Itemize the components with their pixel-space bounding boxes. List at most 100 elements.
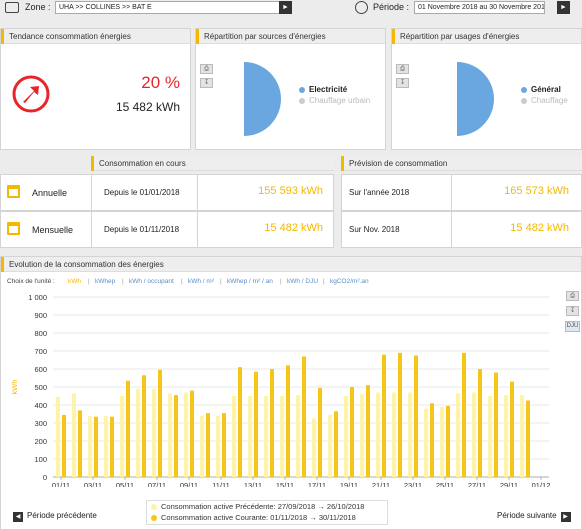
y-tick-label: 500	[34, 383, 47, 392]
bar-previous	[136, 388, 140, 477]
x-tick-label: 25/11	[436, 481, 454, 487]
x-tick-label: 01/11	[52, 481, 70, 487]
current-row-value-annual: 155 593 kWh	[258, 185, 323, 197]
bar-current	[302, 356, 306, 477]
usages-slice-general	[457, 62, 494, 136]
bar-previous	[440, 406, 444, 477]
zone-icon	[5, 2, 19, 13]
calendar-icon	[7, 222, 20, 235]
unit-prompt: Choix de l'unité :	[7, 278, 55, 285]
download-button[interactable]: ↧	[396, 78, 409, 88]
unit-kwhep-m2-an[interactable]: kWhep / m² / an	[227, 278, 273, 285]
download-button[interactable]: ↧	[200, 78, 213, 88]
unit-kwh-m2[interactable]: kWh / m²	[188, 278, 214, 285]
bar-previous	[216, 415, 220, 477]
bar-previous	[200, 415, 204, 477]
x-tick-label: 01/12	[532, 481, 551, 487]
y-tick-label: 900	[34, 311, 47, 320]
y-tick-label: 200	[34, 437, 47, 446]
bar-current	[526, 400, 530, 477]
unit-kwh-occupant[interactable]: kWh / occupant	[129, 278, 174, 285]
x-tick-label: 03/11	[84, 481, 102, 487]
bar-current	[494, 372, 498, 477]
period-label: Période :	[373, 2, 410, 12]
bar-current	[254, 371, 258, 477]
sources-panel: Répartition par sources d'énergies ⎙ ↧ E…	[195, 28, 386, 150]
y-tick-label: 600	[34, 365, 47, 374]
bar-previous	[360, 394, 364, 477]
previous-period-button[interactable]: ◀ Période précédente	[13, 511, 97, 522]
x-tick-label: 11/11	[212, 481, 230, 487]
forecast-row-value-month: 15 482 kWh	[510, 222, 569, 234]
trend-value: 15 482 kWh	[115, 100, 180, 114]
y-tick-label: 0	[43, 473, 47, 482]
bar-current	[270, 369, 274, 477]
sources-legend-item-1[interactable]: Chauffage urbain	[299, 96, 370, 105]
usages-legend-item-0[interactable]: Général	[521, 85, 561, 94]
period-dropdown-button[interactable]: ►	[557, 1, 570, 14]
x-tick-label: 07/11	[148, 481, 166, 487]
bar-current	[158, 369, 162, 477]
y-tick-label: 100	[34, 455, 47, 464]
calendar-icon	[7, 185, 20, 198]
bar-current	[398, 352, 402, 477]
chart-legend	[146, 500, 388, 525]
unit-kwhep[interactable]: kWhep	[95, 278, 116, 285]
trend-percent: 20 %	[141, 73, 180, 92]
sources-legend-item-0[interactable]: Electricité	[299, 85, 347, 94]
bar-current	[430, 403, 434, 477]
zone-dropdown-button[interactable]: ►	[279, 1, 292, 14]
forecast-title: Prévision de consommation	[341, 156, 582, 171]
current-row-label-annual: Annuelle	[32, 188, 68, 198]
bar-previous	[312, 418, 316, 477]
bar-current	[462, 352, 466, 477]
usages-pie-chart	[457, 62, 494, 136]
unit-sep: |	[220, 278, 222, 285]
print-button[interactable]: ⎙	[396, 64, 409, 74]
x-tick-label: 23/11	[404, 481, 422, 487]
x-tick-label: 05/11	[116, 481, 134, 487]
bar-previous	[232, 396, 236, 477]
bar-previous	[88, 415, 92, 477]
unit-kwh[interactable]: kWh	[68, 278, 81, 285]
x-tick-label: 17/11	[308, 481, 326, 487]
bar-current	[126, 380, 130, 477]
bar-current	[478, 369, 482, 477]
unit-sep: |	[280, 278, 282, 285]
bar-previous	[408, 392, 412, 477]
unit-kwh-dju[interactable]: kWh / DJU	[287, 278, 319, 285]
period-select[interactable]: 01 Novembre 2018 au 30 Novembre 2018	[414, 1, 545, 14]
current-row-value-monthly: 15 482 kWh	[264, 222, 323, 234]
bar-previous	[72, 393, 76, 477]
usages-legend-item-1[interactable]: Chauffage	[521, 96, 568, 105]
bar-previous	[376, 392, 380, 477]
prev-arrow-icon: ◀	[13, 512, 23, 522]
print-button[interactable]: ⎙	[566, 291, 579, 301]
next-period-button[interactable]: Période suivante ▶	[497, 511, 571, 522]
bar-current	[94, 416, 98, 477]
bar-previous	[424, 408, 428, 477]
print-button[interactable]: ⎙	[200, 64, 213, 74]
unit-kgco2[interactable]: kgCO2/m².an	[330, 278, 369, 285]
unit-sep: |	[181, 278, 183, 285]
bar-previous	[168, 393, 172, 477]
unit-sep: |	[323, 278, 325, 285]
download-button[interactable]: ↧	[566, 306, 579, 316]
bar-current	[62, 414, 66, 477]
y-tick-label: 400	[34, 401, 47, 410]
evolution-title: Evolution de la consommation des énergie…	[1, 257, 581, 272]
bar-previous	[184, 392, 188, 477]
forecast-row-value-year: 165 573 kWh	[504, 185, 569, 197]
legend-item-previous[interactable]: Consommation active Précédente: 27/09/20…	[151, 502, 364, 511]
bar-previous	[328, 414, 332, 477]
y-axis-label: kWh	[10, 380, 19, 395]
bar-previous	[296, 395, 300, 477]
zone-select[interactable]: UHA >> COLLINES >> BAT E	[55, 1, 281, 14]
sources-pie-chart	[244, 62, 281, 136]
bar-current	[286, 365, 290, 477]
legend-item-current[interactable]: Consommation active Courante: 01/11/2018…	[151, 513, 356, 522]
zone-label: Zone :	[25, 2, 51, 12]
dju-button[interactable]: DJU	[565, 321, 580, 332]
current-row-since-annual: Depuis le 01/01/2018	[104, 188, 180, 197]
bar-previous	[56, 396, 60, 477]
